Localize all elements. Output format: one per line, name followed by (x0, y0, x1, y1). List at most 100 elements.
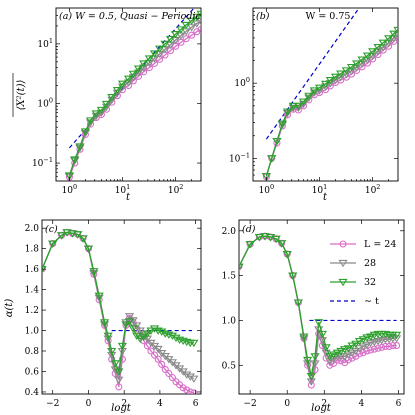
panel-b-series-point (384, 39, 394, 48)
panel-c-series-point (153, 327, 163, 335)
panel-d-series-point (260, 233, 270, 241)
panel-d-xlabel: logt (311, 403, 332, 414)
panel-d-ytick-label: 0.5 (222, 361, 237, 371)
panel-b-series-point (346, 63, 357, 72)
panel-d-series-point (332, 349, 342, 358)
panel-b-series-point (368, 52, 378, 60)
panel-d-series-point (326, 361, 334, 369)
panel-d-xtick-label: −2 (243, 399, 256, 409)
panel-d-series-point (384, 336, 394, 344)
panel-c-xtick-label: −2 (46, 399, 59, 409)
panel-c-series-point (135, 327, 145, 335)
panel-c-series-point (124, 318, 135, 326)
panel-b-series-point (261, 173, 271, 181)
panel-d-series-point (340, 353, 350, 361)
panel-d-label: (d) (242, 224, 256, 235)
panel-b-xtick-label: 101 (312, 183, 328, 196)
panel-d-series-point (358, 336, 368, 344)
panel-c-series-point (121, 321, 131, 329)
panel-b-xtick-label: 100 (259, 183, 275, 196)
panel-c-series-point (89, 268, 99, 276)
panel-c-series-point (128, 325, 138, 333)
panel-a-series-point (128, 70, 138, 79)
panel-a-plot: 100 101 102 10−1 100 101 (32, 8, 202, 196)
panel-c-series-point (117, 342, 127, 351)
panel-b-series-point (352, 64, 362, 72)
panel-d-series-point (325, 353, 335, 361)
panel-d-series-point (306, 372, 316, 381)
panel-a-series-point (176, 26, 186, 34)
panel-a: 100 101 102 10−1 100 101 (a) W = 0.5, Quasi −… (12, 7, 202, 203)
legend-label-l28: 28 (364, 258, 376, 269)
panel-b: 100 101 102 10−1 100 (b) W = 0.75 t (229, 7, 399, 203)
panel-b-series-point (341, 67, 351, 75)
panel-c-series-point (153, 345, 163, 354)
panel-c-series-point (168, 374, 176, 382)
panel-d-series-point (351, 347, 361, 356)
panel-a-series-point (101, 100, 112, 109)
panel-d-series-point (310, 353, 320, 361)
panel-a-series-point (133, 65, 144, 73)
panel-d-series-point (347, 342, 357, 350)
panel-a-series-point (149, 50, 160, 58)
panel-d-ytick-label: 1.0 (222, 316, 237, 326)
panel-a-series-line (68, 20, 201, 177)
panel-a-series-point (123, 79, 134, 87)
panel-d-xtick-label: 2 (321, 399, 327, 409)
panel-d-ytick-label: 2.0 (222, 227, 237, 237)
panel-c-ytick-label: 0.8 (25, 347, 40, 357)
legend-label-fit: ∼ t (364, 296, 379, 307)
panel-d: −2 0 2 4 6 0.5 1.0 1.5 2.0 (d) logt L = 24 28 32… (222, 219, 405, 414)
panel-c-series-point (189, 339, 199, 348)
panel-b-series-point (384, 35, 394, 43)
panel-b-label: (b) (256, 11, 270, 22)
panel-b-series-line (265, 34, 398, 177)
panel-a-series-point (70, 156, 80, 164)
panel-d-series-point (307, 381, 315, 389)
panel-d-series-point (293, 299, 303, 307)
panel-a-series-point (144, 55, 154, 63)
panel-c-series-point (124, 313, 135, 321)
panel-a-series-point (160, 40, 170, 49)
panel-b-series-point (378, 44, 388, 52)
panel-d-series-point (354, 345, 365, 353)
legend-marker (338, 278, 348, 287)
panel-b-series-point (282, 110, 293, 118)
panel-a-ytick-label: 10−1 (32, 156, 53, 169)
legend: L = 24 28 32 ∼ t (330, 239, 396, 307)
panel-c-xtick-label: 2 (121, 399, 127, 409)
panel-c-series-point (103, 332, 113, 340)
panel-b-series-point (330, 77, 341, 85)
panel-a-series-point (155, 45, 165, 53)
panel-a-series-point (107, 94, 117, 102)
panel-c-xtick-label: 4 (157, 399, 163, 409)
panel-d-series-point (299, 333, 309, 341)
panel-d-series-point (340, 346, 350, 354)
panel-c-series-point (107, 347, 117, 356)
panel-c-series-point (62, 229, 72, 237)
panel-d-series-point (328, 355, 339, 364)
panel-a-series-point (91, 110, 101, 118)
panel-b-series-point (362, 56, 373, 65)
panel-c-ytick-label: 1.8 (25, 245, 40, 255)
panel-c-xtick-label: 0 (86, 399, 92, 409)
panel-c-series-point (83, 245, 94, 253)
panel-d-series-point (239, 263, 244, 271)
panel-d-series-point (254, 233, 264, 242)
panel-b-series-point (294, 106, 302, 114)
panel-b-series-point (373, 48, 383, 56)
panel-b-series-line (265, 37, 398, 177)
panel-a-series-point (64, 172, 74, 180)
panel-a-xlabel: t (126, 192, 131, 203)
panel-b-series-point (393, 31, 398, 40)
panel-a-series-layer (64, 8, 201, 181)
panel-d-series-point (271, 235, 281, 244)
panel-d-ytick-label: 1.5 (222, 272, 237, 282)
panel-b-series-point (277, 120, 287, 128)
panel-b-series-point (357, 60, 367, 68)
panel-a-series-point (181, 21, 191, 30)
panel-c-series-point (94, 292, 104, 301)
panel-c-series-point (147, 347, 155, 355)
panel-c-series-point (142, 330, 152, 338)
panel-c-series-point (128, 317, 138, 325)
